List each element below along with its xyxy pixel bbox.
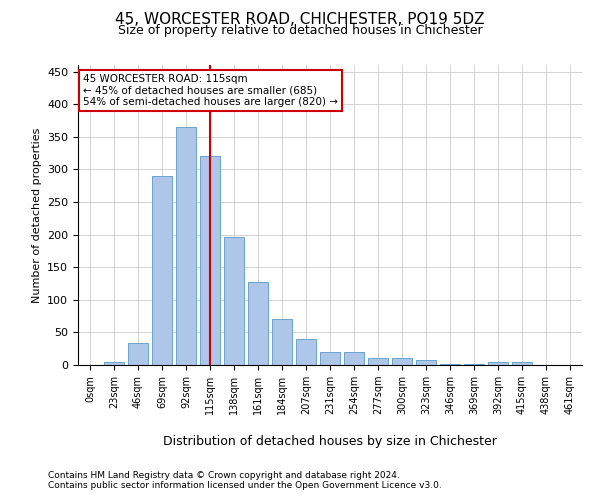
Text: Contains public sector information licensed under the Open Government Licence v3: Contains public sector information licen… [48, 481, 442, 490]
Bar [344, 352, 364, 365]
Text: Contains HM Land Registry data © Crown copyright and database right 2024.: Contains HM Land Registry data © Crown c… [48, 471, 400, 480]
Y-axis label: Number of detached properties: Number of detached properties [32, 128, 41, 302]
Bar [296, 339, 316, 365]
Bar [128, 344, 148, 365]
Bar [200, 156, 220, 365]
Bar [104, 362, 124, 365]
Bar [416, 360, 436, 365]
Bar [512, 362, 532, 365]
Bar [224, 236, 244, 365]
Text: Size of property relative to detached houses in Chichester: Size of property relative to detached ho… [118, 24, 482, 37]
Bar [152, 176, 172, 365]
Text: 45 WORCESTER ROAD: 115sqm
← 45% of detached houses are smaller (685)
54% of semi: 45 WORCESTER ROAD: 115sqm ← 45% of detac… [83, 74, 338, 107]
Text: 45, WORCESTER ROAD, CHICHESTER, PO19 5DZ: 45, WORCESTER ROAD, CHICHESTER, PO19 5DZ [115, 12, 485, 28]
Bar [368, 358, 388, 365]
Bar [248, 282, 268, 365]
Bar [392, 358, 412, 365]
Bar [272, 320, 292, 365]
Bar [320, 352, 340, 365]
Bar [440, 364, 460, 365]
Bar [464, 364, 484, 365]
Bar [488, 362, 508, 365]
Bar [176, 127, 196, 365]
Text: Distribution of detached houses by size in Chichester: Distribution of detached houses by size … [163, 435, 497, 448]
